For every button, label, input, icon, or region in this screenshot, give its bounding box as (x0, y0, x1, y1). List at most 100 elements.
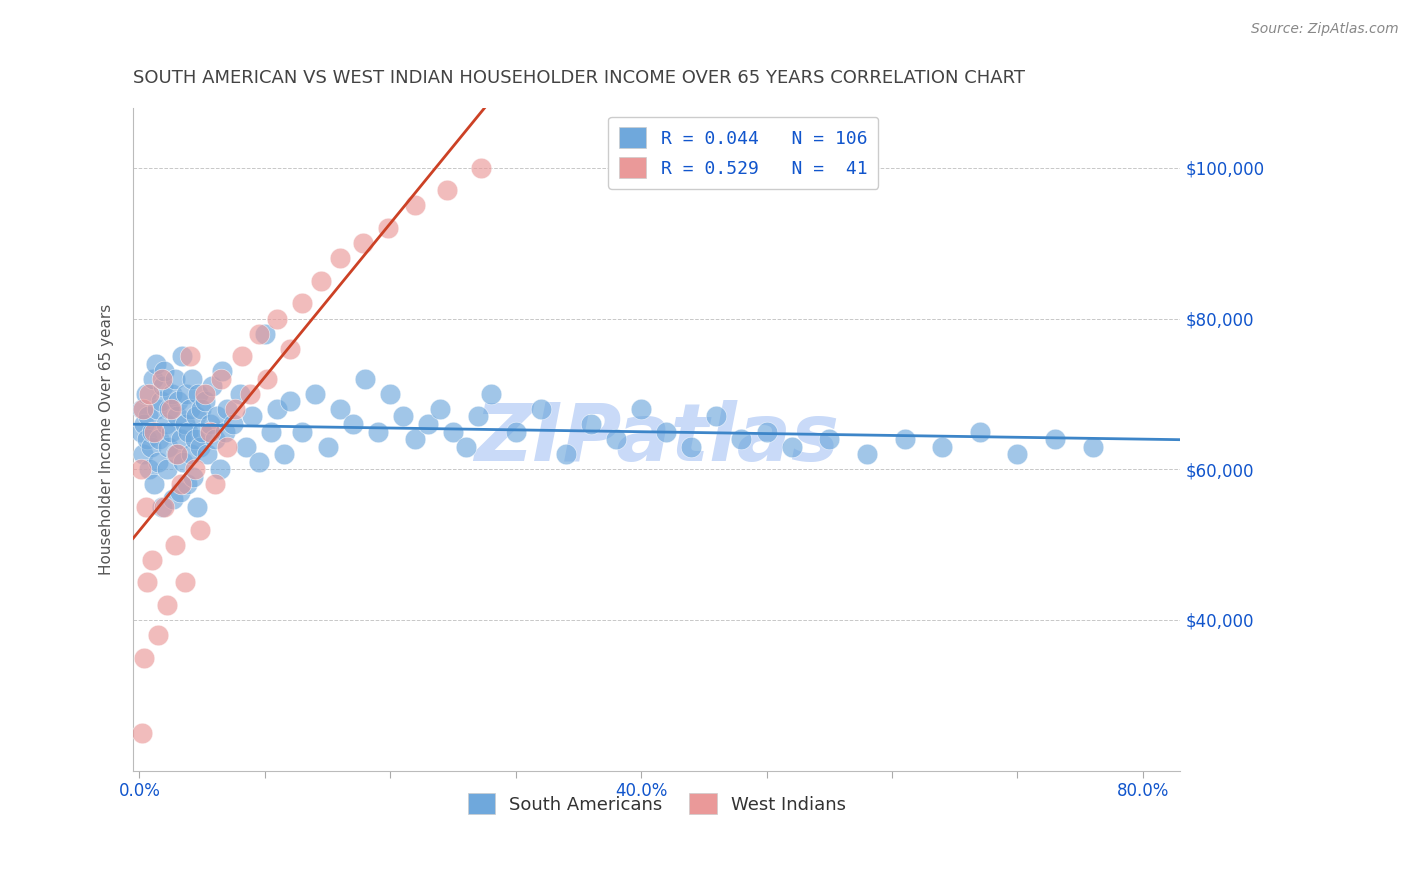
Point (188, 440, 211, 454)
Point (129, 462, 152, 476)
Point (208, 462, 231, 476)
Text: SOUTH AMERICAN VS WEST INDIAN HOUSEHOLDER INCOME OVER 65 YEARS CORRELATION CHART: SOUTH AMERICAN VS WEST INDIAN HOUSEHOLDE… (134, 69, 1025, 87)
Point (131, 401, 153, 416)
Point (605, 432, 627, 446)
Point (316, 440, 339, 454)
Point (148, 432, 170, 446)
Point (143, 425, 166, 439)
Point (205, 409, 228, 424)
Point (153, 500, 176, 514)
Point (156, 598, 179, 612)
Point (183, 462, 205, 476)
Point (505, 425, 527, 439)
Point (204, 432, 226, 446)
Point (209, 372, 232, 386)
Point (135, 387, 157, 401)
Point (163, 538, 186, 552)
Point (530, 401, 553, 416)
Point (198, 417, 221, 431)
Point (730, 432, 752, 446)
Point (260, 425, 283, 439)
Point (132, 447, 155, 461)
Point (1043, 432, 1066, 446)
Point (247, 455, 270, 469)
Point (893, 432, 915, 446)
Point (160, 387, 183, 401)
Point (1007, 447, 1029, 461)
Point (235, 440, 257, 454)
Point (174, 387, 197, 401)
Point (222, 417, 245, 431)
Point (150, 500, 173, 514)
Point (146, 401, 169, 416)
Point (579, 417, 602, 431)
Point (141, 425, 163, 439)
Point (470, 161, 492, 175)
Point (247, 326, 270, 341)
Point (195, 447, 218, 461)
Point (554, 447, 576, 461)
Point (309, 274, 332, 288)
Point (352, 236, 374, 251)
Point (135, 575, 157, 590)
Point (818, 432, 841, 446)
Point (173, 575, 195, 590)
Point (377, 221, 399, 235)
Point (141, 552, 163, 566)
Point (467, 409, 489, 424)
Point (969, 425, 991, 439)
Point (217, 440, 239, 454)
Point (429, 401, 451, 416)
Point (454, 440, 477, 454)
Point (169, 484, 191, 499)
Point (177, 425, 200, 439)
Point (187, 387, 209, 401)
Point (194, 387, 217, 401)
Point (181, 372, 204, 386)
Point (278, 342, 301, 356)
Point (291, 425, 314, 439)
Text: Source: ZipAtlas.com: Source: ZipAtlas.com (1251, 22, 1399, 37)
Point (191, 425, 214, 439)
Point (391, 409, 413, 424)
Point (706, 409, 728, 424)
Point (266, 401, 288, 416)
Point (404, 198, 426, 212)
Point (273, 447, 295, 461)
Point (304, 387, 326, 401)
Point (170, 432, 193, 446)
Point (329, 401, 352, 416)
Point (166, 447, 188, 461)
Point (436, 183, 458, 197)
Point (681, 440, 703, 454)
Point (224, 401, 246, 416)
Point (240, 409, 263, 424)
Point (231, 349, 253, 363)
Point (217, 401, 239, 416)
Point (173, 417, 195, 431)
Point (159, 425, 181, 439)
Point (179, 349, 201, 363)
Point (214, 425, 236, 439)
Point (135, 432, 157, 446)
Point (131, 726, 153, 740)
Point (198, 425, 221, 439)
Point (856, 447, 879, 461)
Point (180, 447, 202, 461)
Point (176, 477, 198, 491)
Legend: South Americans, West Indians: South Americans, West Indians (460, 786, 853, 822)
Point (441, 425, 464, 439)
Point (184, 409, 207, 424)
Point (143, 477, 166, 491)
Point (165, 447, 187, 461)
Point (170, 477, 193, 491)
Point (148, 455, 170, 469)
Point (166, 409, 188, 424)
Point (204, 477, 226, 491)
Point (188, 523, 211, 537)
Point (278, 394, 301, 409)
Point (655, 425, 678, 439)
Point (780, 440, 803, 454)
Point (155, 417, 177, 431)
Point (367, 425, 389, 439)
